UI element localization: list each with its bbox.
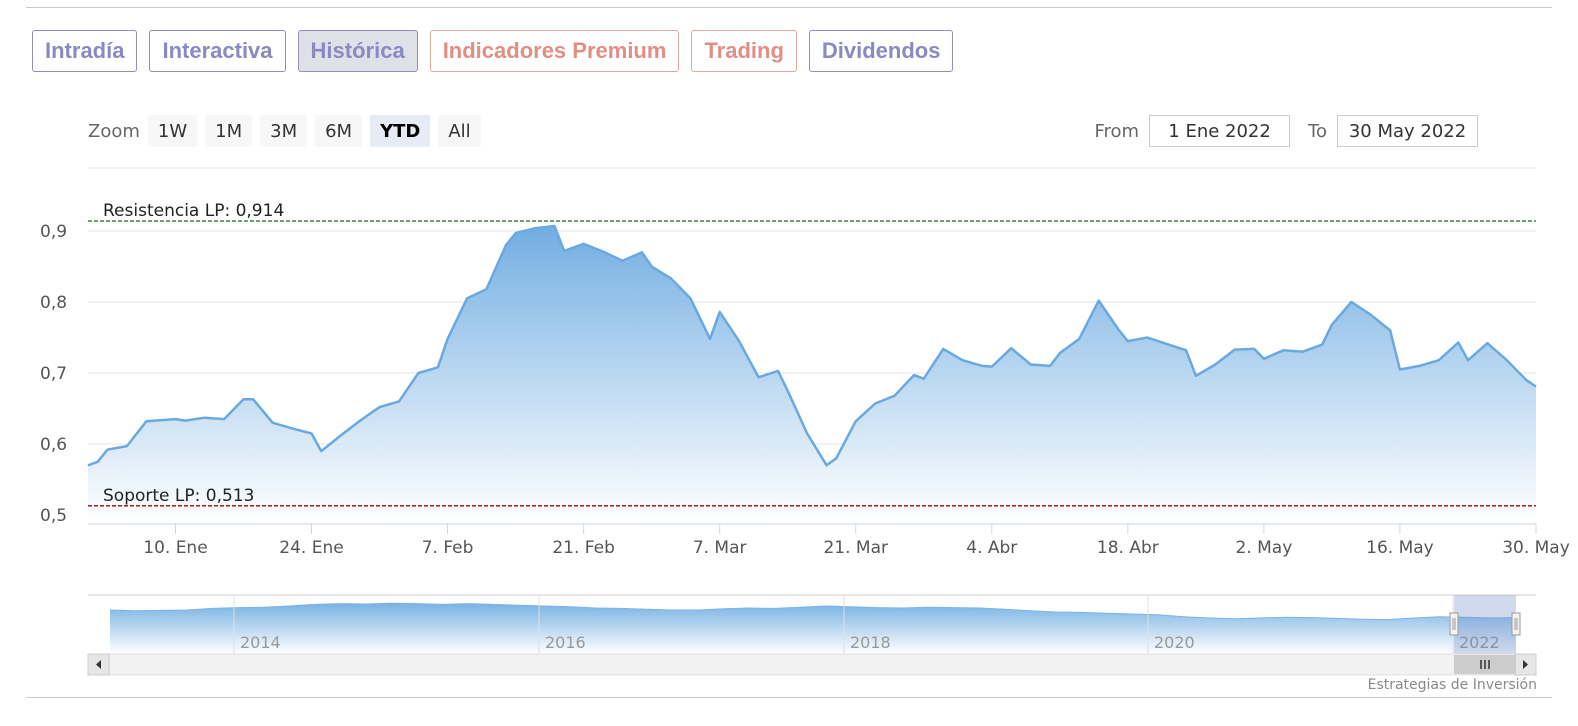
bottom-divider (26, 697, 1552, 698)
x-tick-label: 2. May (1236, 538, 1293, 558)
tab-interactiva[interactable]: Interactiva (149, 30, 286, 72)
navigator-year-label: 2022 (1459, 633, 1500, 652)
x-tick-label: 21. Feb (552, 538, 615, 558)
y-tick-label: 0,6 (40, 435, 67, 455)
chevron-left-icon (96, 660, 101, 669)
chart-type-tabs: Intradía Interactiva Histórica Indicador… (32, 30, 954, 72)
scrollbar-thumb[interactable] (1454, 655, 1516, 674)
tab-historica[interactable]: Histórica (297, 30, 418, 72)
x-tick-label: 21. Mar (823, 538, 888, 558)
handle-body (1449, 612, 1459, 636)
scroll-right-button[interactable] (1514, 653, 1537, 676)
zoom-3m-button[interactable]: 3M (260, 115, 308, 147)
tab-intradia[interactable]: Intradía (32, 30, 138, 72)
chart-credit: Estrategias de Inversión (1367, 677, 1537, 693)
x-tick-label: 24. Ene (279, 538, 343, 558)
x-tick-label: 7. Mar (693, 538, 747, 558)
navigator-year-label: 2014 (240, 633, 281, 652)
from-label: From (1094, 120, 1140, 142)
resistance-label: Resistencia LP: 0,914 (103, 201, 284, 221)
zoom-1w-button[interactable]: 1W (147, 115, 198, 147)
grid (88, 167, 1536, 516)
plot-lines: Resistencia LP: 0,914 Soporte LP: 0,513 (88, 201, 1536, 507)
x-tick-label: 10. Ene (143, 538, 207, 558)
navigator-handle-icon[interactable] (1511, 612, 1521, 636)
support-label: Soporte LP: 0,513 (103, 486, 254, 506)
y-axis: 0,5 0,6 0,7 0,8 0,9 (40, 222, 67, 526)
navigator-area (110, 603, 1516, 654)
navigator-year-label: 2018 (850, 633, 891, 652)
tab-trading[interactable]: Trading (691, 30, 797, 72)
x-tick-label: 7. Feb (422, 538, 474, 558)
y-tick-label: 0,8 (40, 293, 67, 313)
navigator-selection (1454, 595, 1516, 654)
x-tick-label: 16. May (1366, 538, 1434, 558)
navigator: 2014 2016 2018 2020 2022 (87, 594, 1537, 676)
scroll-left-bg (87, 653, 110, 676)
price-line (87, 224, 1537, 467)
x-axis: 10. Ene 24. Ene 7. Feb 21. Feb 7. Mar 21. Mar… (88, 523, 1570, 558)
zoom-selector: Zoom 1W 1M 3M 6M YTD All (88, 115, 481, 147)
scrollbar-thumb-bg (1454, 655, 1516, 674)
tab-indicadores-premium[interactable]: Indicadores Premium (429, 30, 680, 72)
scrollbar-track (87, 653, 1537, 676)
y-tick-label: 0,5 (40, 506, 67, 526)
x-tick-label: 30. May (1502, 538, 1570, 558)
date-range: From 1 Ene 2022 To 30 May 2022 (1084, 115, 1478, 147)
scroll-left-button[interactable] (87, 653, 110, 676)
to-label: To (1308, 120, 1327, 142)
price-series (87, 224, 1537, 524)
navigator-year-label: 2016 (545, 633, 586, 652)
scroll-right-bg (1514, 653, 1537, 676)
tab-dividendos[interactable]: Dividendos (808, 30, 954, 72)
chevron-right-icon (1523, 660, 1528, 669)
zoom-6m-button[interactable]: 6M (315, 115, 363, 147)
handle-body (1511, 612, 1521, 636)
zoom-1m-button[interactable]: 1M (205, 115, 253, 147)
from-date-input[interactable]: 1 Ene 2022 (1149, 115, 1291, 147)
zoom-label: Zoom (88, 120, 140, 142)
price-area (88, 226, 1536, 524)
y-tick-label: 0,9 (40, 222, 67, 242)
navigator-line (109, 602, 1517, 621)
y-tick-label: 0,7 (40, 364, 67, 384)
zoom-all-button[interactable]: All (438, 115, 481, 147)
navigator-year-label: 2020 (1154, 633, 1195, 652)
zoom-ytd-button[interactable]: YTD (370, 115, 431, 147)
to-date-input[interactable]: 30 May 2022 (1337, 115, 1478, 147)
navigator-handle-icon[interactable] (1449, 612, 1459, 636)
x-tick-label: 4. Abr (966, 538, 1017, 558)
x-tick-label: 18. Abr (1097, 538, 1159, 558)
top-divider (26, 7, 1552, 8)
